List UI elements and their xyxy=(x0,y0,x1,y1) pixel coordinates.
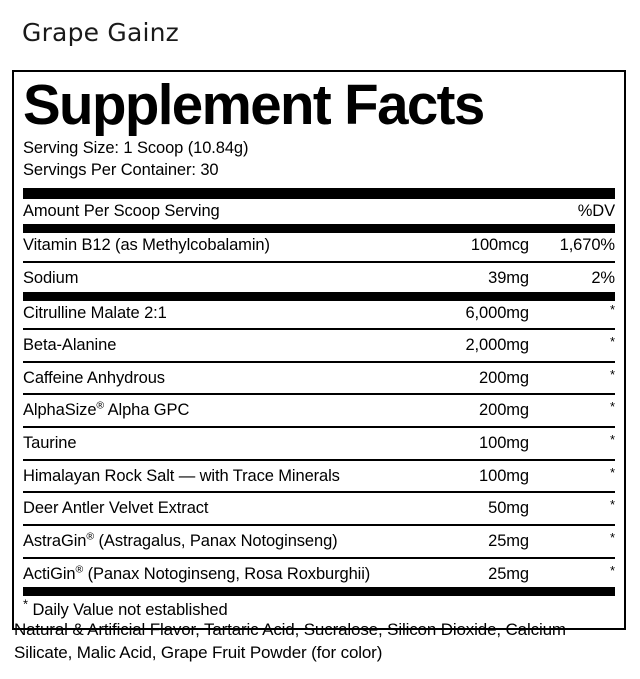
table-row: Sodium 39mg 2% xyxy=(23,266,615,292)
servings-per-container: Servings Per Container: 30 xyxy=(23,160,219,179)
ingredient-name: Citrulline Malate 2:1 xyxy=(23,303,167,322)
ingredient-dv: * xyxy=(610,464,615,480)
ingredient-name: Beta-Alanine xyxy=(23,336,117,355)
registered-trademark-icon: ® xyxy=(96,399,105,412)
ingredient-brand: AlphaSize xyxy=(23,401,97,420)
ingredient-name-suffix: (Panax Notoginseng, Rosa Roxburghii) xyxy=(83,564,371,583)
registered-trademark-icon: ® xyxy=(75,563,84,576)
nutrient-name: Vitamin B12 (as Methylcobalamin) xyxy=(23,236,270,255)
ingredients-divider-bar xyxy=(23,291,615,301)
ingredient-dv: * xyxy=(610,497,615,513)
row-separator xyxy=(23,424,615,431)
row-separator xyxy=(23,326,615,333)
footnote: * Daily Value not established xyxy=(23,596,615,628)
ingredient-name: Taurine xyxy=(23,434,77,453)
panel-title: Supplement Facts xyxy=(23,73,485,137)
table-row: Deer Antler Velvet Extract 50mg * xyxy=(23,496,615,522)
row-separator xyxy=(23,391,615,398)
nutrients-table: Vitamin B12 (as Methylcobalamin) 100mcg … xyxy=(23,233,615,291)
ingredient-name: Caffeine Anhydrous xyxy=(23,368,165,387)
ingredient-name: AstraGin® (Astragalus, Panax Notoginseng… xyxy=(23,529,411,555)
row-separator xyxy=(23,555,615,562)
table-row: ActiGin® (Panax Notoginseng, Rosa Roxbur… xyxy=(23,562,615,588)
ingredient-name: Deer Antler Velvet Extract xyxy=(23,499,209,518)
ingredient-dv: * xyxy=(610,529,615,545)
nutrient-dv: 1,670% xyxy=(559,236,615,255)
ingredient-dv: * xyxy=(610,301,615,317)
amount-per-serving-header: Amount Per Scoop Serving xyxy=(23,201,220,220)
row-separator xyxy=(23,359,615,366)
section-divider-thick xyxy=(23,187,615,199)
ingredient-amount: 100mg xyxy=(479,434,529,453)
ingredient-dv: * xyxy=(610,432,615,448)
ingredient-amount: 100mg xyxy=(479,466,529,485)
ingredient-amount: 25mg xyxy=(488,531,529,550)
daily-value-header: %DV xyxy=(577,201,615,220)
nutrient-name: Sodium xyxy=(23,268,79,287)
ingredient-dv: * xyxy=(610,562,615,578)
ingredient-name: ActiGin® (Panax Notoginseng, Rosa Roxbur… xyxy=(23,562,411,588)
row-separator xyxy=(23,489,615,496)
table-row: Taurine 100mg * xyxy=(23,431,615,457)
table-row: AstraGin® (Astragalus, Panax Notoginseng… xyxy=(23,529,615,555)
footnote-divider-bar xyxy=(23,587,615,597)
ingredient-amount: 25mg xyxy=(488,564,529,583)
ingredient-name: AlphaSize® Alpha GPC xyxy=(23,398,411,424)
header-divider-bar xyxy=(23,224,615,234)
ingredient-amount: 6,000mg xyxy=(465,303,529,322)
ingredient-amount: 200mg xyxy=(479,401,529,420)
table-row: AlphaSize® Alpha GPC 200mg * xyxy=(23,398,615,424)
ingredient-name-suffix: (Astragalus, Panax Notoginseng) xyxy=(94,531,338,550)
registered-trademark-icon: ® xyxy=(86,530,95,543)
product-name: Grape Gainz xyxy=(22,18,179,47)
ingredient-brand: ActiGin xyxy=(23,564,76,583)
ingredients-table: Citrulline Malate 2:1 6,000mg * Beta-Ala… xyxy=(23,301,615,588)
nutrient-dv: 2% xyxy=(591,268,615,287)
footnote-text: Daily Value not established xyxy=(32,601,228,620)
ingredient-dv: * xyxy=(610,334,615,350)
ingredient-name-suffix: Alpha GPC xyxy=(104,401,190,420)
nutrient-amount: 100mcg xyxy=(470,236,529,255)
nutrient-amount: 39mg xyxy=(488,268,529,287)
table-header-row: Amount Per Scoop Serving %DV xyxy=(23,199,615,225)
amount-column-spacer xyxy=(411,199,529,225)
ingredient-amount: 50mg xyxy=(488,499,529,518)
facts-header-table: Amount Per Scoop Serving %DV xyxy=(23,199,615,225)
row-separator xyxy=(23,457,615,464)
ingredient-amount: 2,000mg xyxy=(465,336,529,355)
row-separator xyxy=(23,522,615,529)
table-row: Himalayan Rock Salt — with Trace Mineral… xyxy=(23,464,615,490)
ingredient-amount: 200mg xyxy=(479,368,529,387)
ingredient-brand: AstraGin xyxy=(23,531,87,550)
ingredient-dv: * xyxy=(610,399,615,415)
ingredient-name: Himalayan Rock Salt — with Trace Mineral… xyxy=(23,466,340,485)
serving-size: Serving Size: 1 Scoop (10.84g) xyxy=(23,138,249,157)
table-row: Beta-Alanine 2,000mg * xyxy=(23,333,615,359)
supplement-facts-panel: Supplement Facts Serving Size: 1 Scoop (… xyxy=(12,70,626,631)
other-ingredients: Natural & Artificial Flavor, Tartaric Ac… xyxy=(14,620,566,662)
table-row: Vitamin B12 (as Methylcobalamin) 100mcg … xyxy=(23,233,615,259)
ingredient-dv: * xyxy=(610,366,615,382)
footnote-asterisk-icon: * xyxy=(23,596,28,612)
table-row: Citrulline Malate 2:1 6,000mg * xyxy=(23,301,615,327)
row-separator xyxy=(23,259,615,266)
table-row: Caffeine Anhydrous 200mg * xyxy=(23,366,615,392)
